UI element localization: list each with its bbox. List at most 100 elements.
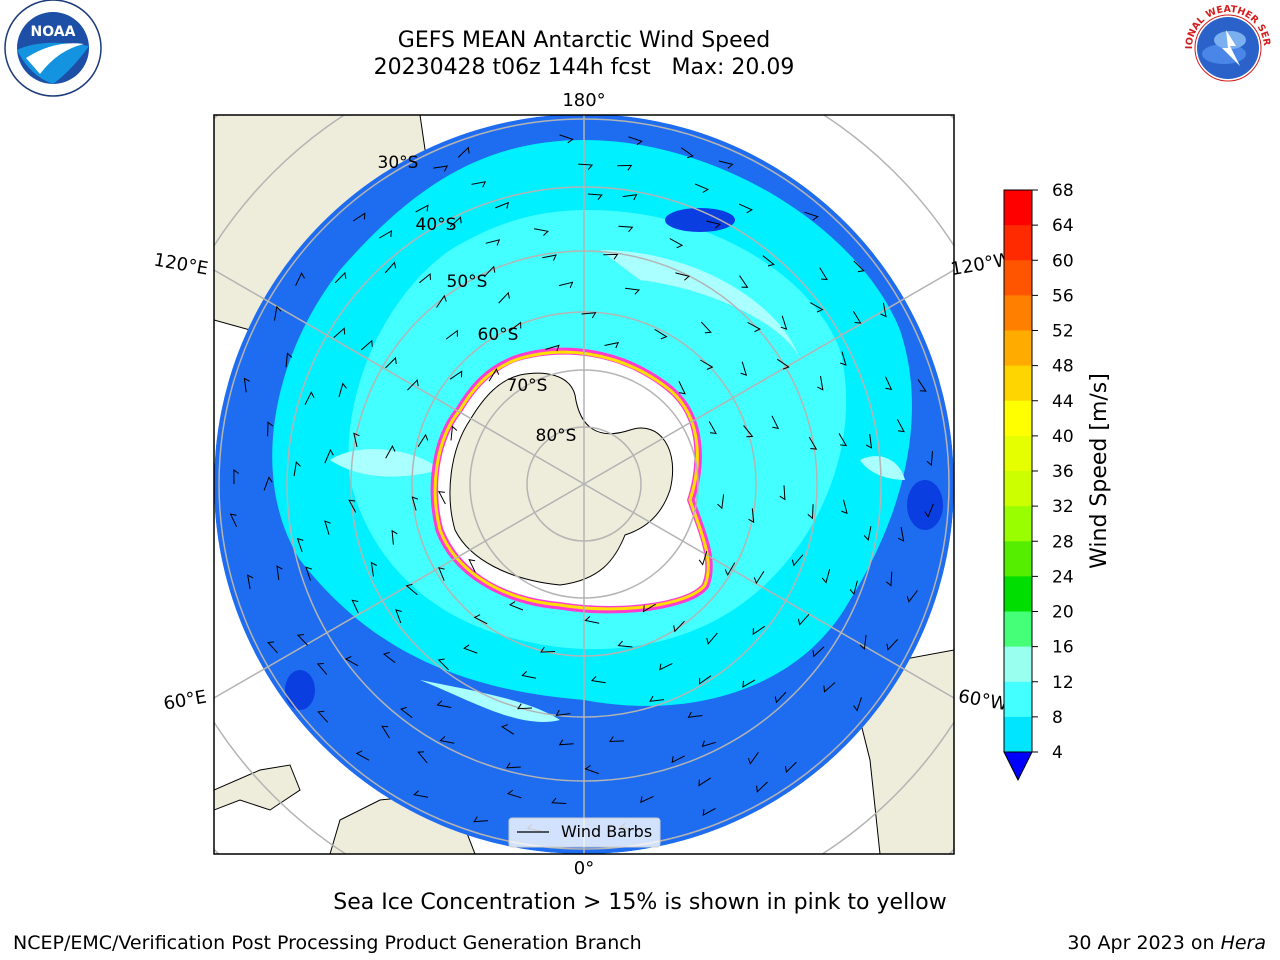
- colorbar-label: Wind Speed [m/s]: [1087, 373, 1112, 569]
- colorbar-tick-label: 32: [1052, 497, 1074, 517]
- wind-barb: [445, 329, 458, 340]
- colorbar-segment: [1004, 295, 1032, 331]
- wind-barb: [779, 485, 786, 501]
- wind-barb: [654, 328, 668, 340]
- lat-label-40: 40°S: [416, 215, 457, 235]
- wind-barb: [542, 254, 557, 261]
- wind-barb: [247, 574, 254, 590]
- wind-barb: [718, 160, 734, 169]
- wind-barb: [673, 620, 685, 633]
- wind-barb: [500, 724, 515, 735]
- colorbar-segment: [1004, 260, 1032, 296]
- wind-barb: [351, 599, 359, 614]
- wind-barb: [370, 561, 377, 577]
- colorbar-segment: [1004, 365, 1032, 402]
- wind-barb: [785, 761, 797, 774]
- wind-barb: [701, 740, 716, 748]
- wind-barb: [391, 529, 398, 545]
- lat-label-80: 80°S: [536, 426, 577, 446]
- wind-barb: [896, 419, 905, 433]
- wind-barb: [817, 375, 824, 391]
- lat-label-60: 60°S: [478, 325, 519, 345]
- colorbar-extend: [1003, 751, 1033, 782]
- wind-barb: [450, 425, 458, 441]
- wind-barb: [473, 816, 489, 823]
- wind-band-16-20-a: [600, 250, 800, 360]
- wind-barb: [740, 361, 748, 376]
- colorbar-segment: [1004, 471, 1032, 507]
- wind-barb: [417, 751, 428, 764]
- wind-barb: [324, 448, 334, 464]
- wind-barb: [717, 494, 725, 510]
- wind-barb: [551, 797, 567, 804]
- colorbar-tick-label: 12: [1052, 673, 1074, 693]
- colorbar: 68 64 60 56 52 48 44 40 36 32 28 24 20 16 12 8 4: [1003, 181, 1074, 782]
- colorbar-tick-label: 36: [1052, 462, 1074, 482]
- footer-host: Hera: [1220, 932, 1266, 954]
- wind-barb: [558, 739, 574, 746]
- wind-barb: [618, 225, 634, 233]
- wind-barb: [438, 567, 445, 581]
- wind-barb: [449, 370, 463, 380]
- wind-band-low-c: [285, 670, 315, 710]
- meridian-label-60w: 60°W: [957, 686, 1010, 715]
- wind-barb: [555, 709, 571, 717]
- wind-barb: [360, 339, 373, 351]
- wind-barb: [609, 736, 624, 743]
- wind-barb: [823, 682, 836, 693]
- wind-barb: [810, 302, 824, 313]
- wind-barb: [498, 291, 510, 304]
- wind-barb: [617, 164, 633, 171]
- wind-barb: [702, 807, 716, 817]
- wind-barb: [640, 795, 654, 804]
- colorbar-tick-label: 8: [1052, 708, 1063, 728]
- wind-barb: [578, 163, 594, 170]
- wind-barb: [590, 675, 606, 684]
- graticule: [214, 115, 954, 854]
- wind-barb: [505, 762, 521, 769]
- wind-barb: [706, 632, 718, 645]
- wind-barb: [385, 356, 397, 369]
- colorbar-segment: [1004, 506, 1032, 542]
- colorbar-segment: [1004, 716, 1032, 753]
- wind-barb: [415, 204, 429, 213]
- wind-barb: [678, 380, 686, 395]
- wind-barb: [675, 272, 691, 281]
- wind-barb: [559, 134, 574, 144]
- wind-barb: [700, 321, 712, 334]
- wind-barb: [753, 570, 765, 585]
- wind-barb: [863, 526, 872, 541]
- wind-barb: [724, 562, 736, 576]
- wind-barb: [413, 790, 429, 798]
- wind-barb: [385, 445, 396, 459]
- lat-label-70: 70°S: [507, 376, 548, 396]
- colorbar-tick-label: 24: [1052, 567, 1074, 587]
- wind-barb: [774, 691, 787, 704]
- wind-barb: [780, 315, 788, 330]
- wind-barb: [604, 341, 620, 349]
- wind-barb: [926, 451, 933, 467]
- wind-barb: [267, 421, 274, 437]
- colorbar-tick-label: 48: [1052, 357, 1074, 377]
- colorbar-tick-label: 4: [1052, 743, 1063, 763]
- wind-barb: [917, 379, 927, 392]
- wind-barb: [395, 609, 402, 624]
- wind-barb: [756, 781, 768, 793]
- wind-barb: [840, 351, 847, 366]
- wind-barb: [293, 461, 301, 477]
- footer-branch: NCEP/EMC/Verification Post Processing Pr…: [13, 932, 642, 954]
- wind-barb: [584, 765, 599, 775]
- wind-barb: [352, 212, 366, 222]
- colorbar-tick-label: 52: [1052, 322, 1074, 342]
- meridian-label-60e: 60°E: [162, 686, 208, 714]
- wind-band-low-b: [907, 480, 943, 530]
- wind-barb: [752, 625, 765, 636]
- wind-barb: [463, 644, 478, 654]
- map-title: GEFS MEAN Antarctic Wind Speed: [397, 28, 771, 53]
- wind-barb: [407, 379, 419, 391]
- wind-barb: [382, 651, 396, 663]
- colorbar-tick-label: 64: [1052, 216, 1074, 236]
- wind-barb: [698, 551, 708, 566]
- wind-barb: [436, 700, 452, 708]
